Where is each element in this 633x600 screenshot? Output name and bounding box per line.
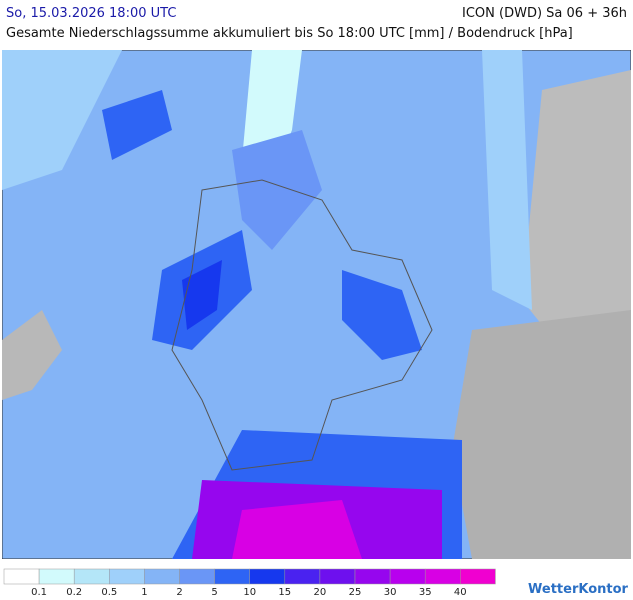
legend-swatch [319, 568, 356, 585]
legend-label: 40 [454, 587, 467, 598]
legend-swatch [389, 568, 426, 585]
legend-swatch [214, 568, 250, 585]
precipitation-map [2, 50, 631, 559]
legend-swatch [354, 568, 391, 585]
legend-label: 25 [349, 587, 362, 598]
legend-label: 15 [278, 587, 291, 598]
legend-label: 10 [243, 587, 256, 598]
legend-label: 30 [384, 587, 397, 598]
legend-label: 0.5 [101, 587, 117, 598]
legend-swatch [73, 568, 110, 585]
date: So, 15.03.2026 18:00 UTC [6, 6, 177, 21]
legend-swatch [424, 568, 461, 585]
legend-swatch [179, 568, 215, 585]
legend: 0.1 0.2 0.5 1 2 5 10 15 20 25 30 35 40 [3, 568, 496, 598]
map-description: Gesamte Niederschlagssumme akkumuliert b… [6, 26, 573, 41]
legend-label: 0.1 [31, 587, 47, 598]
legend-label: 5 [211, 587, 217, 598]
legend-swatch [38, 568, 75, 585]
model-run: ICON (DWD) Sa 06 + 36h [462, 6, 627, 21]
legend-swatch [249, 568, 286, 585]
legend-label: 0.2 [66, 587, 82, 598]
logo: WetterKontor [528, 582, 628, 597]
legend-swatch [284, 568, 321, 585]
legend-swatch [144, 568, 180, 585]
legend-swatch [3, 568, 40, 585]
legend-swatch [109, 568, 145, 585]
legend-label: 20 [314, 587, 327, 598]
legend-label: 35 [419, 587, 432, 598]
legend-swatch [460, 568, 496, 585]
legend-label: 1 [141, 587, 147, 598]
legend-label: 2 [176, 587, 182, 598]
